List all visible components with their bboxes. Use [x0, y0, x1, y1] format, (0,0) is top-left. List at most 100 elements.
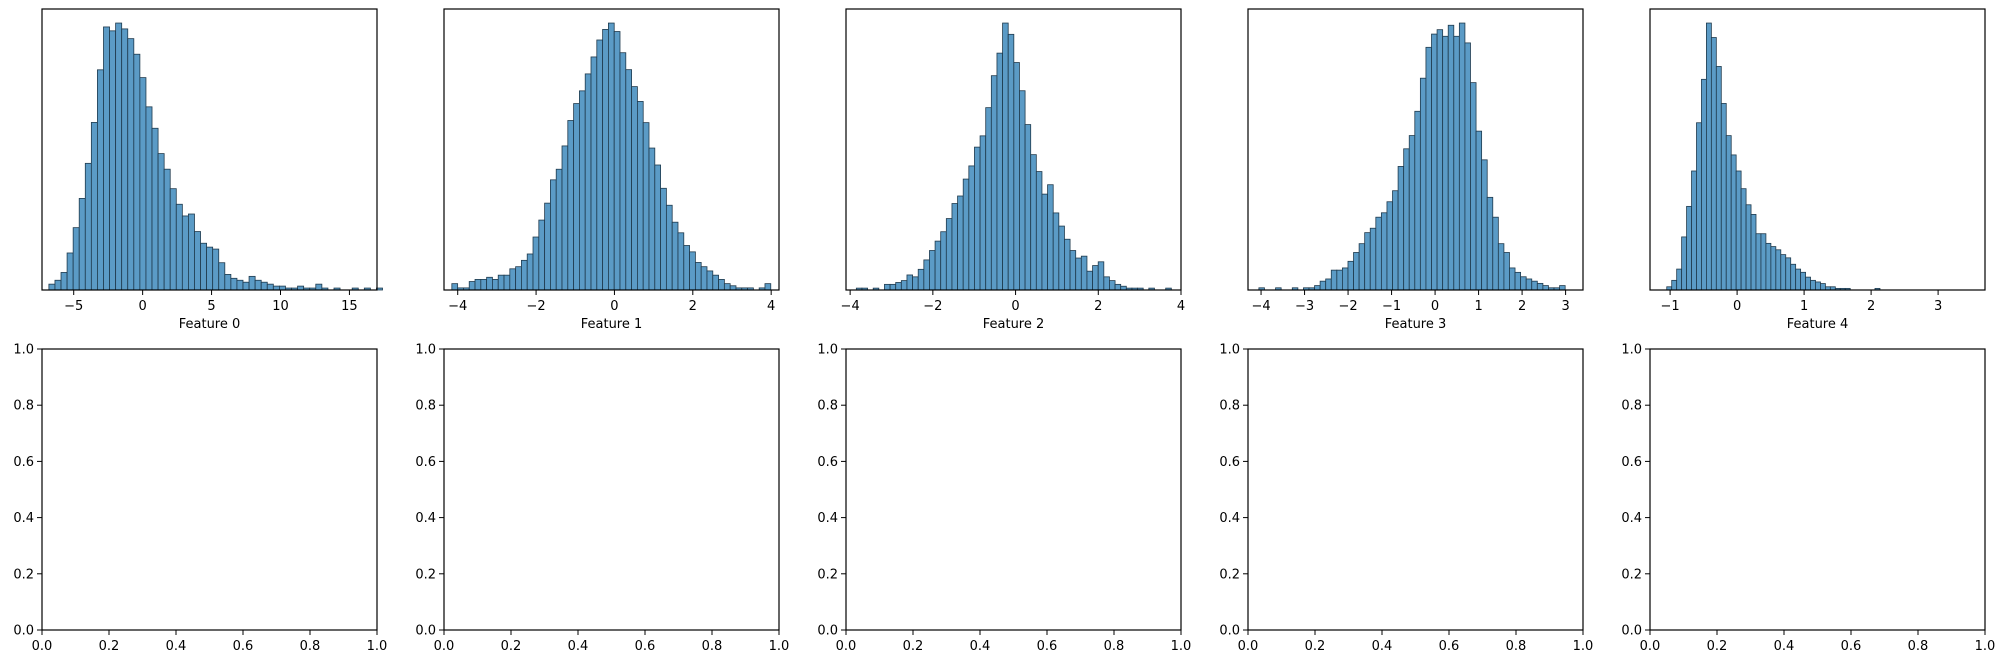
axes-frame [1649, 348, 1986, 631]
histogram-bar [133, 53, 141, 291]
histogram-bar [1080, 255, 1088, 291]
histogram-bar [1525, 278, 1533, 291]
x-tick-label: 0.6 [1037, 639, 1058, 654]
subplot-3: −4 −3 −2 −1 0 1 2 3 Feature 3 [1247, 8, 1584, 332]
x-tick-label: 0 [1733, 299, 1741, 314]
axes-frame [845, 348, 1182, 631]
histogram-bar [1671, 279, 1678, 291]
histogram-bar [1103, 276, 1110, 291]
histogram-bar [968, 165, 975, 291]
histogram-bar [929, 250, 936, 291]
histogram-bar [900, 280, 908, 291]
histogram-bar [1013, 62, 1020, 291]
histogram-bar [1403, 148, 1410, 291]
y-tick-label: 0.4 [13, 511, 34, 526]
x-tick-label: 4 [1177, 299, 1185, 314]
y-tick-label: 1.0 [13, 343, 34, 358]
histogram-bar [974, 146, 981, 291]
histogram-bar [169, 188, 177, 291]
x-tick-label: 0.4 [1372, 639, 1393, 654]
histogram-bar [990, 75, 998, 291]
histogram-bar [1386, 201, 1393, 291]
histogram-bar [90, 122, 98, 291]
histogram-bar [567, 120, 575, 291]
histogram-bar [1514, 271, 1522, 291]
histogram-bar [1109, 280, 1116, 291]
histogram-bar [1676, 268, 1683, 291]
x-tick-label: 0.8 [1506, 639, 1527, 654]
histogram-bar [230, 277, 238, 291]
x-tick-label: 0.4 [1774, 639, 1795, 654]
y-tick-label: 0.0 [1219, 624, 1240, 639]
histogram-bar [590, 56, 598, 291]
histogram-bar [1470, 82, 1477, 291]
histogram-bar [181, 215, 189, 291]
histogram-bar [1442, 35, 1449, 291]
histogram-bar [1353, 252, 1360, 291]
y-tick-label: 0.8 [1621, 399, 1642, 414]
histogram-bar [884, 283, 891, 291]
histogram-bar [1760, 233, 1767, 291]
histogram-bar [1706, 22, 1712, 291]
histogram-bar [84, 162, 92, 291]
histogram-bar [451, 283, 459, 291]
histogram-bar [996, 52, 1003, 291]
histogram-bar [509, 268, 517, 291]
x-tick-label: 1 [1800, 299, 1808, 314]
histogram-bar [1559, 285, 1566, 291]
histogram-bar [1024, 124, 1032, 291]
axes-frame [41, 8, 378, 291]
histogram-bar [242, 281, 250, 291]
x-tick-label: −5 [64, 299, 83, 314]
x-axis-label: Feature 1 [581, 317, 643, 332]
y-tick-label: 0.4 [1621, 511, 1642, 526]
histogram-bar [613, 31, 621, 291]
x-tick-label: 0.6 [233, 639, 254, 654]
x-tick-label: 0.6 [1841, 639, 1862, 654]
histogram-bar [573, 103, 580, 291]
histogram-bar [642, 122, 650, 291]
y-tick-label: 0.8 [1219, 399, 1240, 414]
axes-frame [41, 348, 378, 631]
x-tick-label: 0.2 [903, 639, 924, 654]
histogram-bar [1030, 154, 1037, 291]
histogram-bar [468, 281, 476, 291]
histogram-bar [602, 29, 609, 291]
histogram-bar [1086, 270, 1093, 291]
x-tick-label: 2 [1518, 299, 1526, 314]
histogram-bar [1058, 225, 1065, 291]
histogram-bar [1740, 188, 1747, 291]
subplot-8: 0.0 0.2 0.4 0.6 0.8 1.0 0.0 0.2 0.4 0.6 0.8 1.0 [1219, 343, 1593, 655]
histogram-bar [1509, 267, 1516, 291]
histogram-bar [1745, 204, 1752, 291]
histogram-bar [1715, 66, 1722, 291]
histogram-bar [60, 272, 68, 291]
subplot-9: 0.0 0.2 0.4 0.6 0.8 1.0 0.0 0.2 0.4 0.6 0.8 1.0 [1621, 343, 1995, 655]
histogram-bar [1531, 280, 1538, 291]
x-tick-label: 5 [207, 299, 215, 314]
y-tick-label: 0.2 [817, 567, 838, 582]
y-tick-label: 0.0 [415, 624, 436, 639]
histogram-bar [985, 107, 992, 291]
histogram-bar [145, 106, 153, 291]
x-tick-label: 2 [1867, 299, 1875, 314]
subplot-4: −1 0 1 2 3 Feature 4 [1649, 8, 1986, 332]
y-tick-label: 0.2 [1621, 567, 1642, 582]
histogram-bar [54, 279, 62, 291]
histogram-bar [1453, 35, 1460, 291]
x-tick-label: 0.2 [1305, 639, 1326, 654]
y-tick-label: 1.0 [415, 343, 436, 358]
histogram-bar [538, 219, 546, 291]
histogram-bar [1397, 166, 1405, 291]
x-tick-label: 1.0 [1573, 639, 1594, 654]
x-tick-label: 0 [138, 299, 146, 314]
x-tick-label: 15 [341, 299, 358, 314]
histogram-bar [1795, 268, 1802, 291]
histogram-bar [608, 22, 615, 291]
y-tick-label: 0.6 [817, 455, 838, 470]
histogram-bar [127, 38, 135, 291]
histogram-bar [1785, 257, 1792, 291]
histogram-bar [895, 282, 902, 291]
x-tick-label: 0.8 [1908, 639, 1929, 654]
